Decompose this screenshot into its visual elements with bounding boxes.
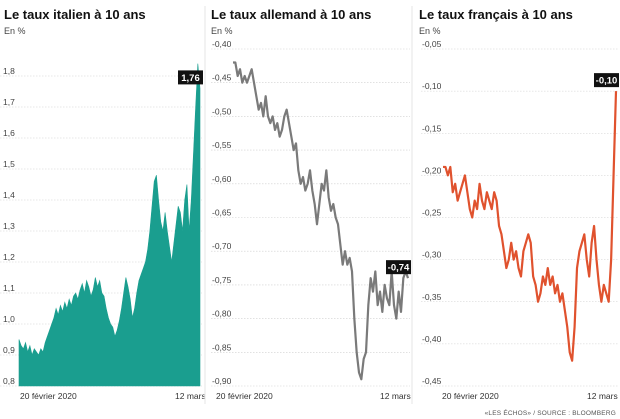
- y-tick-label: -0,65: [212, 208, 232, 218]
- series-line-germany: [233, 61, 410, 381]
- y-tick-label: -0,35: [422, 292, 442, 302]
- y-tick-label: -0,30: [422, 250, 442, 260]
- x-tick-label: 20 février 2020: [216, 391, 273, 401]
- y-tick-label: 1,6: [3, 128, 15, 138]
- y-tick-label: 1,8: [3, 66, 15, 76]
- unit-label-germany: En %: [211, 26, 233, 36]
- y-tick-label: -0,75: [212, 275, 232, 285]
- y-tick-label: -0,40: [422, 334, 442, 344]
- y-tick-label: 0,8: [3, 376, 15, 386]
- x-tick-label: 20 février 2020: [442, 391, 499, 401]
- end-value-badge: [178, 70, 203, 85]
- end-value-label: -0,10: [596, 76, 618, 87]
- y-tick-label: 1,5: [3, 159, 15, 169]
- y-tick-label: -0,60: [212, 174, 232, 184]
- x-tick-label: 12 mars: [587, 391, 618, 401]
- y-tick-label: -0,90: [212, 376, 232, 386]
- series-line-france: [443, 91, 618, 362]
- end-value-badge: [594, 73, 619, 88]
- y-tick-label: -0,20: [422, 165, 442, 175]
- y-tick-label: 1,3: [3, 221, 15, 231]
- y-tick-label: -0,10: [422, 81, 442, 91]
- end-value-label: 1,76: [181, 73, 200, 84]
- series-area-italy: [18, 63, 201, 387]
- unit-label-italy: En %: [4, 26, 26, 36]
- y-tick-label: -0,55: [212, 140, 232, 150]
- chart-title-italy: Le taux italien à 10 ans: [4, 7, 146, 22]
- chart-title-germany: Le taux allemand à 10 ans: [211, 7, 372, 22]
- y-tick-label: -0,15: [422, 123, 442, 133]
- y-tick-label: -0,70: [212, 241, 232, 251]
- end-value-label: -0,74: [388, 263, 410, 274]
- chart-title-france: Le taux français à 10 ans: [419, 7, 573, 22]
- source-credit: «LES ÉCHOS» / SOURCE : BLOOMBERG: [484, 410, 616, 417]
- x-tick-label: 12 mars: [175, 391, 206, 401]
- y-tick-label: -0,25: [422, 208, 442, 218]
- y-tick-label: -0,45: [422, 376, 442, 386]
- y-tick-label: -0,05: [422, 39, 442, 49]
- x-tick-label: 12 mars: [380, 391, 411, 401]
- y-tick-label: -0,50: [212, 106, 232, 116]
- y-tick-label: 1,4: [3, 190, 15, 200]
- end-value-badge: [386, 260, 411, 275]
- y-tick-label: 1,0: [3, 314, 15, 324]
- y-tick-label: 0,9: [3, 345, 15, 355]
- y-tick-label: 1,7: [3, 97, 15, 107]
- y-tick-label: 1,2: [3, 252, 15, 262]
- y-tick-label: 1,1: [3, 283, 15, 293]
- y-tick-label: -0,45: [212, 73, 232, 83]
- unit-label-france: En %: [419, 26, 441, 36]
- y-tick-label: -0,40: [212, 39, 232, 49]
- y-tick-label: -0,80: [212, 309, 232, 319]
- x-tick-label: 20 février 2020: [20, 391, 77, 401]
- y-tick-label: -0,85: [212, 342, 232, 352]
